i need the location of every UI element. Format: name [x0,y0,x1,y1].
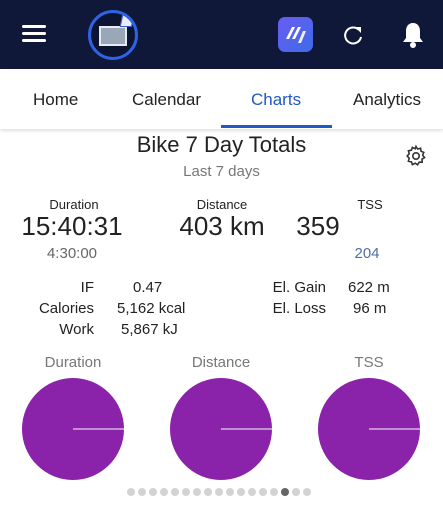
card-subtitle: Last 7 days [183,163,260,180]
work-label: Work [59,321,94,338]
card-title: Bike 7 Day Totals [136,132,307,157]
if-value: 0.47 [133,279,163,296]
elevation-gain-label: El. Gain [272,279,326,296]
elevation-gain-value: 622 m [348,279,390,296]
avatar-flag [119,15,135,27]
elevation-loss-label: El. Loss [272,300,326,317]
work-value: 5,867 kJ [121,321,178,338]
duration-value: 15:40:31 [21,211,123,241]
pie-duration-label: Duration [44,354,102,371]
page-dot[interactable] [127,488,135,496]
distance-label: Distance [196,197,248,212]
duration-label: Duration [49,197,99,212]
pie-tss [318,378,420,480]
elevation-loss-value: 96 m [353,300,387,317]
app-logo[interactable] [278,17,313,52]
calories-label: Calories [38,300,94,317]
tab-analytics[interactable]: Analytics [353,90,422,109]
page-dot[interactable] [226,488,234,496]
pie-tss-label: TSS [354,354,384,371]
tss-sub: 204 [354,245,380,262]
pie-distance-label: Distance [191,354,251,371]
page-dot[interactable] [171,488,179,496]
avatar[interactable] [88,10,138,60]
avatar-image [99,26,127,46]
page-dot[interactable] [237,488,245,496]
page-dot[interactable] [215,488,223,496]
menu-icon[interactable] [22,25,46,43]
app-header [0,0,443,69]
bell-icon[interactable] [400,21,426,49]
if-label: IF [80,279,94,296]
calories-value: 5,162 kcal [117,300,186,317]
page-dot[interactable] [259,488,267,496]
tab-bar: Home Calendar Charts Analytics [0,69,443,129]
distance-value: 403 km [179,211,265,241]
gear-icon[interactable] [404,144,428,168]
pie-distance [170,378,272,480]
duration-sub: 4:30:00 [46,245,98,262]
active-tab-indicator [221,125,332,128]
page-dot[interactable] [138,488,146,496]
page-dot[interactable] [248,488,256,496]
tab-calendar[interactable]: Calendar [132,90,201,109]
refresh-icon[interactable] [342,24,364,46]
page-dot[interactable] [292,488,300,496]
tss-label: TSS [357,197,383,212]
page-dot[interactable] [182,488,190,496]
page-dot[interactable] [204,488,212,496]
page-dot[interactable] [281,488,289,496]
page-dot[interactable] [270,488,278,496]
tss-value: 359 [296,211,340,241]
tab-home[interactable]: Home [33,90,79,109]
page-dot[interactable] [149,488,157,496]
page-dot[interactable] [193,488,201,496]
pie-duration [22,378,124,480]
tab-charts[interactable]: Charts [251,90,302,109]
logo-mark-icon [286,27,306,43]
page-dot[interactable] [303,488,311,496]
page-dot[interactable] [160,488,168,496]
